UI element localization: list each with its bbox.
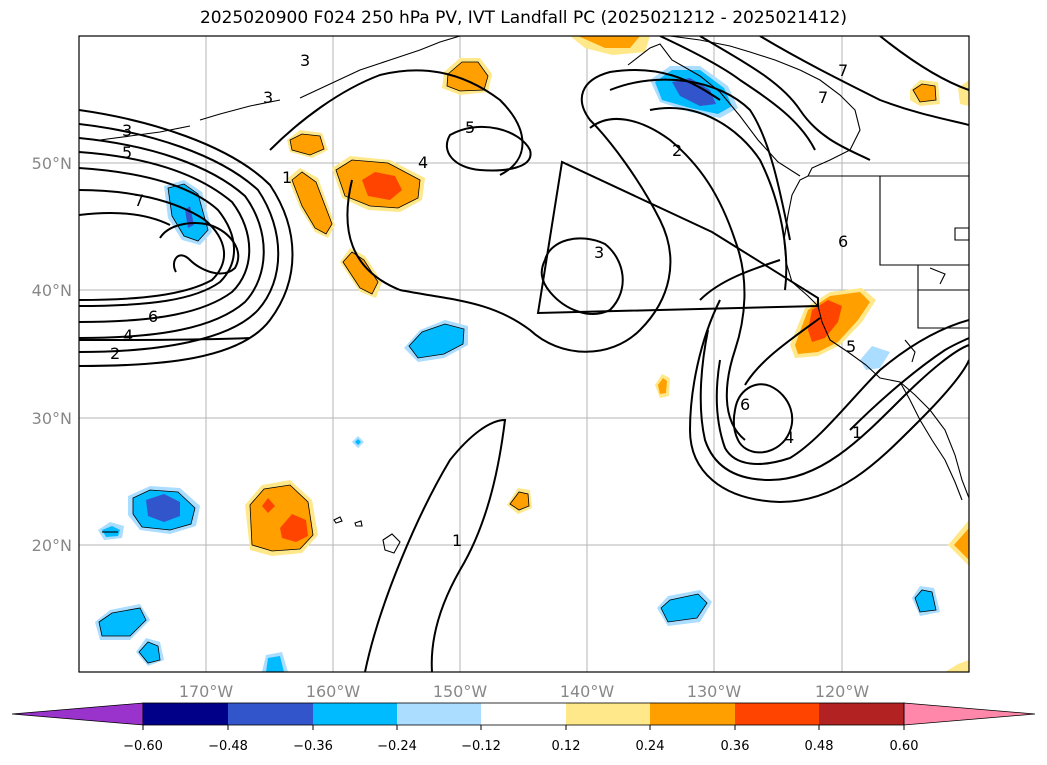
- colorbar-tick-label: −0.48: [208, 739, 248, 754]
- colorbar-tick-label: 0.24: [636, 739, 665, 754]
- contour-label: 1: [452, 531, 462, 550]
- colorbar-segment: [566, 703, 650, 725]
- lon-tick-label: 170°W: [179, 682, 234, 701]
- colorbar-tick-label: −0.60: [123, 739, 163, 754]
- contour-label: 7: [134, 191, 144, 210]
- colorbar-tick-label: 0.12: [552, 739, 581, 754]
- contour-label: 3: [300, 51, 310, 70]
- colorbar-segment: [143, 703, 228, 725]
- colorbar-segment: [735, 703, 819, 725]
- lat-tick-label: 30°N: [32, 409, 72, 428]
- contour-label: 3: [594, 243, 604, 262]
- lon-tick-label: 160°W: [306, 682, 361, 701]
- contour-label: 1: [852, 423, 862, 442]
- colorbar-segment: [228, 703, 313, 725]
- ivt-contours: [79, 36, 969, 672]
- contour-label: 6: [838, 232, 848, 251]
- lat-tick-label: 40°N: [32, 281, 72, 300]
- contour-label: 5: [846, 337, 856, 356]
- contour-label: 4: [418, 153, 428, 172]
- coastlines: [99, 36, 969, 554]
- colorbar-segment: [397, 703, 481, 725]
- colorbar-tick-label: 0.60: [890, 739, 919, 754]
- lat-tick-label: 20°N: [32, 536, 72, 555]
- colorbar-extend-high: [903, 702, 1036, 726]
- map-title: 2025020900 F024 250 hPa PV, IVT Landfall…: [199, 8, 847, 28]
- lat-tick-label: 50°N: [32, 154, 72, 173]
- colorbar-tick-label: −0.12: [461, 739, 501, 754]
- contour-label: 7: [838, 61, 848, 80]
- lon-tick-label: 130°W: [687, 682, 742, 701]
- contour-label: 5: [122, 143, 132, 162]
- contour-labels: 3 3 3 5 5 7 6 4 2 1 4 5 3 2 7 7 6 5 6 4 …: [110, 51, 862, 550]
- colorbar-tick-label: 0.36: [721, 739, 750, 754]
- contour-label: 4: [784, 428, 794, 447]
- colorbar-tick-label: 0.48: [805, 739, 834, 754]
- contour-label: 7: [818, 88, 828, 107]
- contour-label: 2: [672, 141, 682, 160]
- contour-label: 3: [122, 121, 132, 140]
- colorbar-segment: [650, 703, 735, 725]
- longitude-ticks: 170°W 160°W 150°W 140°W 130°W 120°W: [179, 682, 870, 701]
- contour-label: 1: [282, 168, 292, 187]
- lon-tick-label: 150°W: [433, 682, 488, 701]
- lon-tick-label: 120°W: [815, 682, 870, 701]
- colorbar: −0.60 −0.48 −0.36 −0.24 −0.12 0.12 0.24 …: [11, 702, 1036, 754]
- contour-label: 4: [123, 326, 133, 345]
- contour-label: 3: [263, 88, 273, 107]
- contour-label: 5: [465, 118, 475, 137]
- pv-outline-contours: [98, 61, 937, 664]
- colorbar-segment: [819, 703, 904, 725]
- lon-tick-label: 140°W: [560, 682, 615, 701]
- contour-label: 6: [148, 307, 158, 326]
- colorbar-segment: [313, 703, 397, 725]
- map-frame: [78, 35, 970, 673]
- pv-negative-anomalies: [95, 66, 940, 672]
- contour-label: 6: [740, 395, 750, 414]
- colorbar-segment: [481, 703, 566, 725]
- gridlines: [79, 36, 969, 672]
- colorbar-extend-low: [11, 702, 144, 726]
- colorbar-tick-label: −0.36: [293, 739, 333, 754]
- contour-label: 2: [110, 344, 120, 363]
- latitude-ticks: 50°N 40°N 30°N 20°N: [32, 154, 72, 555]
- colorbar-tick-label: −0.24: [377, 739, 417, 754]
